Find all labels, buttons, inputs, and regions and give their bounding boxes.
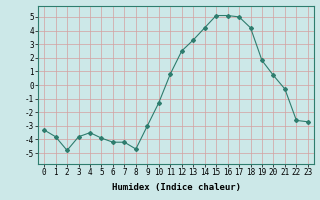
X-axis label: Humidex (Indice chaleur): Humidex (Indice chaleur) [111, 183, 241, 192]
